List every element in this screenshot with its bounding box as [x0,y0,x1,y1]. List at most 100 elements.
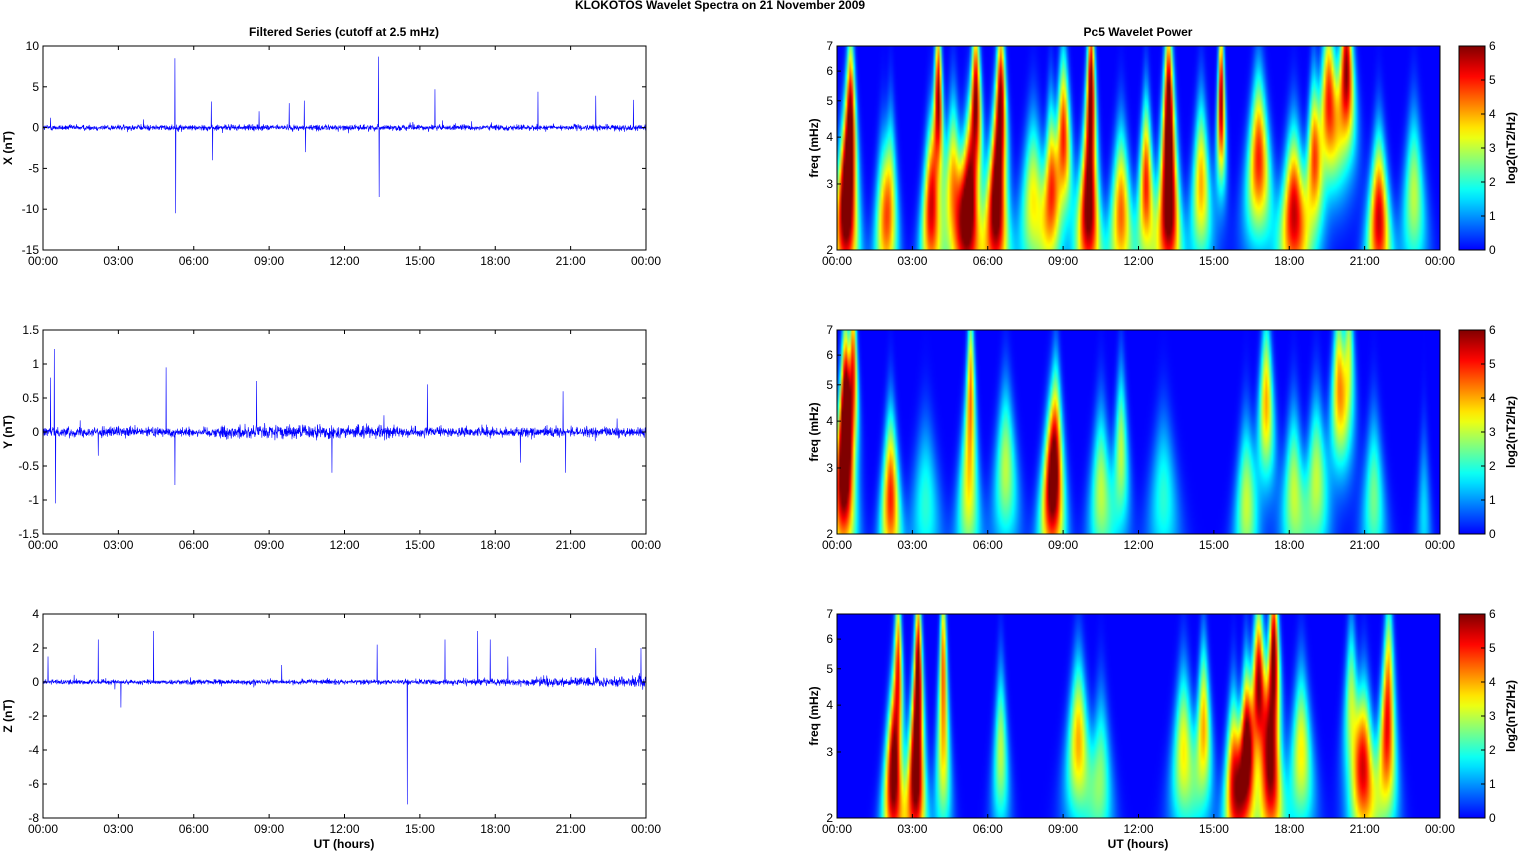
x-tick-label: 03:00 [103,538,133,552]
y-tick-label: 0 [32,121,39,135]
y-tick-label: 3 [826,177,833,191]
time-series-panels: 00:00 03:00 06:00 09:00 12:00 15:00 18:00 21:00… [1,39,661,836]
y-tick-label: 5 [826,662,833,676]
series-panel-x: 00:00 03:00 06:00 09:00 12:00 15:00 18:00 21:00… [1,39,661,268]
colorbar-tick-label: 6 [1489,323,1496,337]
y-tick-label: 2 [826,243,833,257]
x-tick-label: 03:00 [103,822,133,836]
y-axis-label: Y (nT) [1,415,15,449]
colorbar-tick-label: 1 [1489,493,1496,507]
y-tick-label: -4 [28,743,39,757]
wavelet-panel-2: 00:00 03:00 06:00 09:00 12:00 15:00 18:00 21:00… [807,323,1518,552]
x-tick-label: 18:00 [1274,254,1304,268]
colorbar-tick-label: 0 [1489,243,1496,257]
x-tick-label: 09:00 [254,822,284,836]
x-tick-label: 00:00 [822,538,852,552]
colorbar [1458,329,1486,535]
colorbar-tick-label: 1 [1489,777,1496,791]
x-tick-label: 21:00 [556,822,586,836]
right-column-title: Pc5 Wavelet Power [1084,25,1193,39]
x-tick-label: 09:00 [1048,254,1078,268]
x-tick-label: 00:00 [822,822,852,836]
y-tick-label: 7 [826,607,833,621]
x-tick-label: 18:00 [480,822,510,836]
series-trace [42,630,647,805]
colorbar-tick-label: 5 [1489,73,1496,87]
y-tick-label: 10 [26,39,40,53]
y-tick-label: 3 [826,745,833,759]
x-tick-label: 03:00 [103,254,133,268]
plot-frame [42,45,647,251]
wavelet-heatmap [837,46,1440,250]
y-tick-label: 5 [826,94,833,108]
colorbar-tick-label: 6 [1489,607,1496,621]
x-tick-label: 00:00 [1425,254,1455,268]
y-tick-label: -15 [22,243,40,257]
colorbar [1458,613,1486,819]
x-tick-label: 00:00 [631,538,661,552]
x-tick-label: 00:00 [631,822,661,836]
y-tick-label: 1 [32,357,39,371]
x-tick-label: 00:00 [822,254,852,268]
colorbar-label: log2(nT2/Hz) [1504,680,1518,752]
y-tick-label: -5 [28,161,39,175]
series-panel-z: 00:00 03:00 06:00 09:00 12:00 15:00 18:00 21:00… [1,607,661,836]
y-tick-label: -8 [28,811,39,825]
freq-axis-label: freq (mHz) [807,118,821,177]
wavelet-heatmap [837,614,1440,818]
x-tick-label: 00:00 [28,538,58,552]
y-tick-label: 4 [826,698,833,712]
y-tick-label: 4 [32,607,39,621]
figure-title: KLOKOTOS Wavelet Spectra on 21 November … [575,0,865,12]
x-tick-label: 12:00 [329,822,359,836]
x-tick-label: 03:00 [897,822,927,836]
x-tick-label: 03:00 [897,538,927,552]
series-panel-y: 00:00 03:00 06:00 09:00 12:00 15:00 18:00 21:00… [1,323,661,552]
colorbar-tick-label: 0 [1489,527,1496,541]
x-tick-label: 15:00 [405,254,435,268]
y-axis-label: Z (nT) [1,699,15,732]
colorbar-tick-label: 6 [1489,39,1496,53]
y-tick-label: 6 [826,348,833,362]
y-tick-label: 1.5 [22,323,39,337]
x-tick-label: 06:00 [973,822,1003,836]
x-tick-label: 00:00 [631,254,661,268]
colorbar-tick-label: 4 [1489,107,1496,121]
x-tick-label: 21:00 [556,538,586,552]
x-tick-label: 06:00 [179,822,209,836]
x-tick-label: 21:00 [1350,254,1380,268]
colorbar-label: log2(nT2/Hz) [1504,396,1518,468]
y-axis-label: X (nT) [1,131,15,165]
x-tick-label: 00:00 [28,822,58,836]
x-tick-label: 06:00 [179,254,209,268]
x-tick-label: 21:00 [1350,538,1380,552]
series-trace [42,349,647,504]
x-tick-label: 18:00 [1274,822,1304,836]
y-tick-label: 6 [826,632,833,646]
x-tick-label: 15:00 [1199,822,1229,836]
y-tick-label: -6 [28,777,39,791]
y-tick-label: 7 [826,323,833,337]
y-tick-label: 5 [826,378,833,392]
x-tick-label: 06:00 [973,254,1003,268]
colorbar-tick-label: 3 [1489,141,1496,155]
colorbar [1458,45,1486,251]
colorbar-tick-label: 2 [1489,459,1496,473]
colorbar-tick-label: 3 [1489,425,1496,439]
x-tick-label: 12:00 [1123,538,1153,552]
y-tick-label: 3 [826,461,833,475]
x-tick-label: 06:00 [179,538,209,552]
y-tick-label: -1.5 [18,527,39,541]
y-tick-label: -10 [22,202,40,216]
freq-axis-label: freq (mHz) [807,402,821,461]
colorbar-tick-label: 5 [1489,357,1496,371]
colorbar-tick-label: 4 [1489,675,1496,689]
y-tick-label: -2 [28,709,39,723]
wavelet-heatmap [837,330,1440,534]
x-tick-label: 21:00 [1350,822,1380,836]
x-tick-label: 12:00 [329,254,359,268]
colorbar-tick-label: 0 [1489,811,1496,825]
x-tick-label: 00:00 [1425,822,1455,836]
x-tick-label: 00:00 [28,254,58,268]
